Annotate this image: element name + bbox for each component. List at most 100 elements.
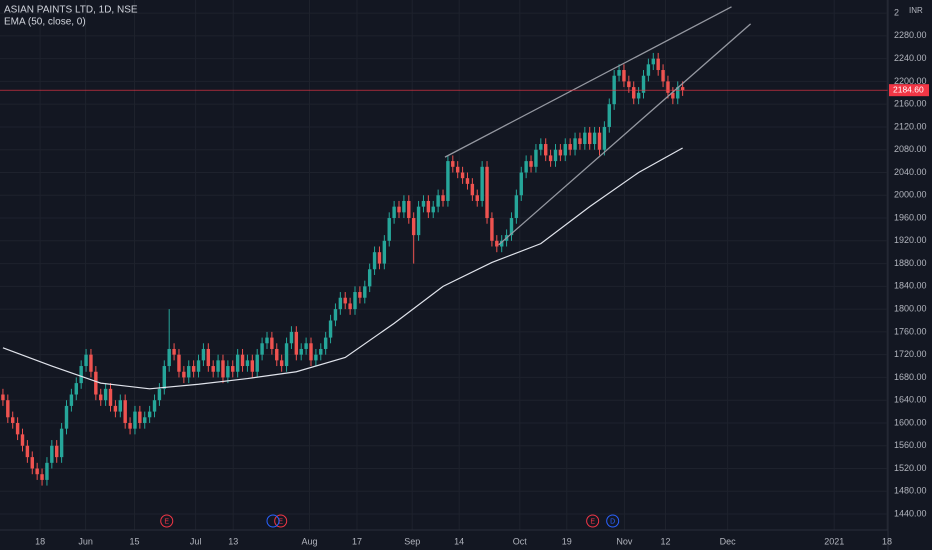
- x-tick-label: Aug: [302, 536, 318, 546]
- candle-body: [499, 240, 504, 247]
- y-tick-label: 2040.00: [894, 167, 927, 177]
- currency-label: INR: [909, 6, 923, 15]
- candle-body: [460, 172, 465, 179]
- y-tick-label: 1880.00: [894, 258, 927, 268]
- candle-body: [485, 166, 489, 219]
- candle-body: [392, 206, 396, 219]
- candle-body: [108, 388, 113, 406]
- y-tick-label: 1920.00: [894, 235, 927, 245]
- candle-body: [289, 331, 294, 344]
- candle-body: [661, 70, 665, 82]
- candle-body: [597, 132, 602, 150]
- x-tick-label: 14: [454, 536, 464, 546]
- candle-body: [465, 178, 470, 184]
- candle-body: [402, 200, 406, 213]
- candle-body: [358, 292, 362, 298]
- candle-body: [162, 366, 167, 389]
- x-tick-label: Nov: [616, 536, 633, 546]
- candle-body: [671, 92, 675, 99]
- candle-body: [333, 309, 338, 321]
- candle-body: [407, 200, 411, 219]
- candle-body: [475, 195, 479, 201]
- plot: [0, 6, 888, 486]
- candle-body: [632, 87, 636, 99]
- candle-body: [84, 354, 88, 367]
- candle-body: [495, 240, 499, 247]
- candle-body: [240, 354, 245, 367]
- candle-body: [74, 383, 78, 395]
- event-marker[interactable]: [266, 514, 280, 528]
- candle-body: [191, 366, 196, 372]
- y-tick-label: 2080.00: [894, 144, 927, 154]
- candle-body: [59, 428, 64, 458]
- candle-body: [226, 366, 230, 378]
- candle-body: [666, 81, 670, 93]
- candle-body: [30, 457, 34, 469]
- candle-body: [196, 360, 201, 372]
- candle-body: [328, 320, 333, 338]
- candle-body: [211, 366, 215, 372]
- candle-body: [490, 218, 494, 241]
- candle-body: [294, 331, 299, 355]
- y-tick-label: 1560.00: [894, 440, 927, 450]
- candle-body: [157, 388, 162, 401]
- y-tick-label: 2200.00: [894, 76, 927, 86]
- candle-body: [284, 343, 289, 367]
- candle-body: [646, 64, 651, 76]
- candle-body: [382, 240, 387, 264]
- candle-body: [231, 366, 235, 372]
- candle-body: [588, 132, 592, 145]
- candle-body: [133, 411, 137, 429]
- candle-body: [177, 354, 181, 372]
- event-marker: [160, 514, 174, 528]
- candle-body: [265, 337, 269, 344]
- candle-body: [167, 348, 171, 367]
- candle-body: [89, 354, 93, 372]
- candle-body: [113, 405, 118, 412]
- candle-body: [20, 434, 25, 446]
- candle-body: [578, 138, 582, 145]
- event-label: E: [590, 518, 595, 525]
- candle-body: [387, 218, 391, 241]
- candle-body: [363, 286, 367, 298]
- candle-body: [353, 292, 357, 310]
- candle-body: [250, 360, 255, 372]
- candle-body: [79, 366, 83, 384]
- candle-body: [529, 161, 533, 167]
- candle-body: [11, 417, 15, 423]
- candle-body: [602, 126, 607, 150]
- x-tick-label: 18: [882, 536, 892, 546]
- candle-body: [411, 218, 416, 236]
- candle-body: [64, 405, 69, 429]
- candle-body: [94, 371, 98, 395]
- candle-body: [416, 206, 421, 236]
- candle-body: [543, 144, 548, 156]
- candle-body: [343, 297, 347, 304]
- y-tick-label: 2280.00: [894, 30, 927, 40]
- y-tick-label: 1680.00: [894, 372, 927, 382]
- candle-body: [524, 161, 528, 173]
- x-tick-label: 17: [352, 536, 362, 546]
- y-tick-label: 1640.00: [894, 395, 927, 405]
- candle-body: [50, 445, 54, 463]
- candle-body: [40, 474, 44, 480]
- candle-body: [431, 206, 435, 213]
- candle-body: [35, 468, 39, 475]
- y-tick-label: 2240.00: [894, 53, 927, 63]
- trend-line: [444, 6, 732, 158]
- candle-body: [235, 354, 240, 372]
- candle-body: [583, 132, 587, 145]
- y-tick-label: 1440.00: [894, 508, 927, 518]
- candle-body: [451, 161, 455, 167]
- y-tick-label: 2160.00: [894, 99, 927, 109]
- candle-body: [147, 411, 152, 418]
- candle-body: [539, 144, 543, 150]
- candle-body: [573, 138, 577, 150]
- candle-body: [636, 92, 641, 99]
- y-tick-label: 2: [894, 7, 899, 17]
- candle-body: [304, 343, 308, 349]
- candle-body: [338, 297, 343, 310]
- event-marker: [606, 514, 620, 528]
- candle-body: [509, 218, 514, 236]
